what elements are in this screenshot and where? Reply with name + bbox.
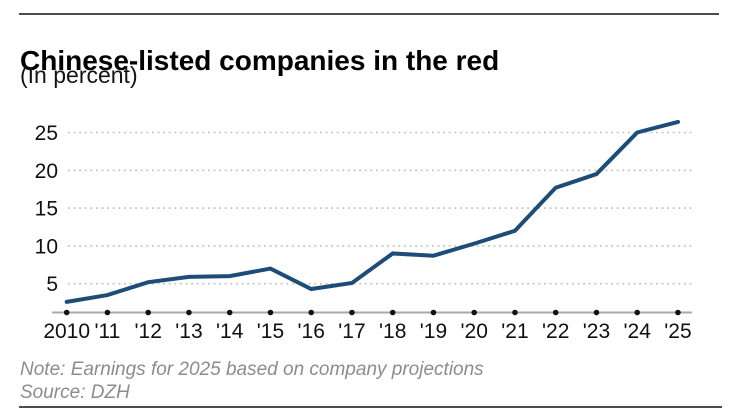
x-axis-tick-label: '14 [216, 320, 244, 343]
x-axis-tick-label: '20 [461, 320, 488, 343]
x-axis-tick-label: '16 [298, 320, 325, 343]
x-axis-tick-label: '21 [501, 320, 528, 343]
x-axis-tick-dot [308, 309, 315, 316]
x-axis-tick-dot [552, 309, 559, 316]
x-axis-tick-label: '12 [135, 320, 162, 343]
x-axis-tick-dot [593, 309, 600, 316]
x-axis-tick-label: '22 [542, 320, 569, 343]
x-axis-tick-dot [389, 309, 396, 316]
x-axis-tick-dot [634, 309, 640, 316]
x-axis-tick-label: '25 [664, 320, 691, 343]
x-axis-tick-dot [145, 309, 151, 316]
x-axis-tick-dot [267, 309, 274, 316]
x-axis-tick-label: '24 [624, 320, 652, 343]
x-axis-tick-dot [186, 309, 192, 316]
x-axis-tick-label: '19 [420, 320, 447, 343]
x-axis-tick-dot [675, 309, 681, 316]
x-axis-tick-label: '15 [257, 320, 284, 343]
chart-source: Source: DZH [20, 382, 130, 403]
x-axis-tick-dot [226, 309, 233, 316]
x-axis-tick-dot [512, 309, 518, 316]
chart-subtitle: (In percent) [20, 62, 138, 88]
bottom-border-rule [19, 406, 722, 408]
y-axis-tick-label: 15 [35, 198, 58, 221]
chart-note: Note: Earnings for 2025 based on company… [20, 359, 484, 380]
x-axis-tick-label: '18 [379, 320, 406, 343]
x-axis-tick-dot [349, 309, 355, 316]
y-axis-tick-label: 20 [35, 160, 58, 183]
y-axis-tick-label: 10 [35, 235, 58, 258]
x-axis-tick-dot [104, 309, 111, 316]
x-axis-tick-dot [63, 309, 70, 316]
x-axis-tick-label: '13 [175, 320, 202, 343]
x-axis-tick-label: '17 [338, 320, 365, 343]
x-axis-tick-dot [471, 309, 478, 316]
x-axis-tick-label: 2010 [43, 320, 90, 343]
y-axis-tick-label: 25 [35, 122, 58, 145]
x-axis-tick-label: '11 [95, 320, 121, 343]
x-axis-tick-label: '23 [583, 320, 610, 343]
x-axis-tick-dot [430, 309, 437, 316]
y-axis-tick-label: 5 [46, 273, 58, 296]
chart-title: Chinese-listed companies in the red [20, 44, 500, 76]
data-line-series [64, 119, 680, 304]
top-border-rule [19, 13, 719, 15]
